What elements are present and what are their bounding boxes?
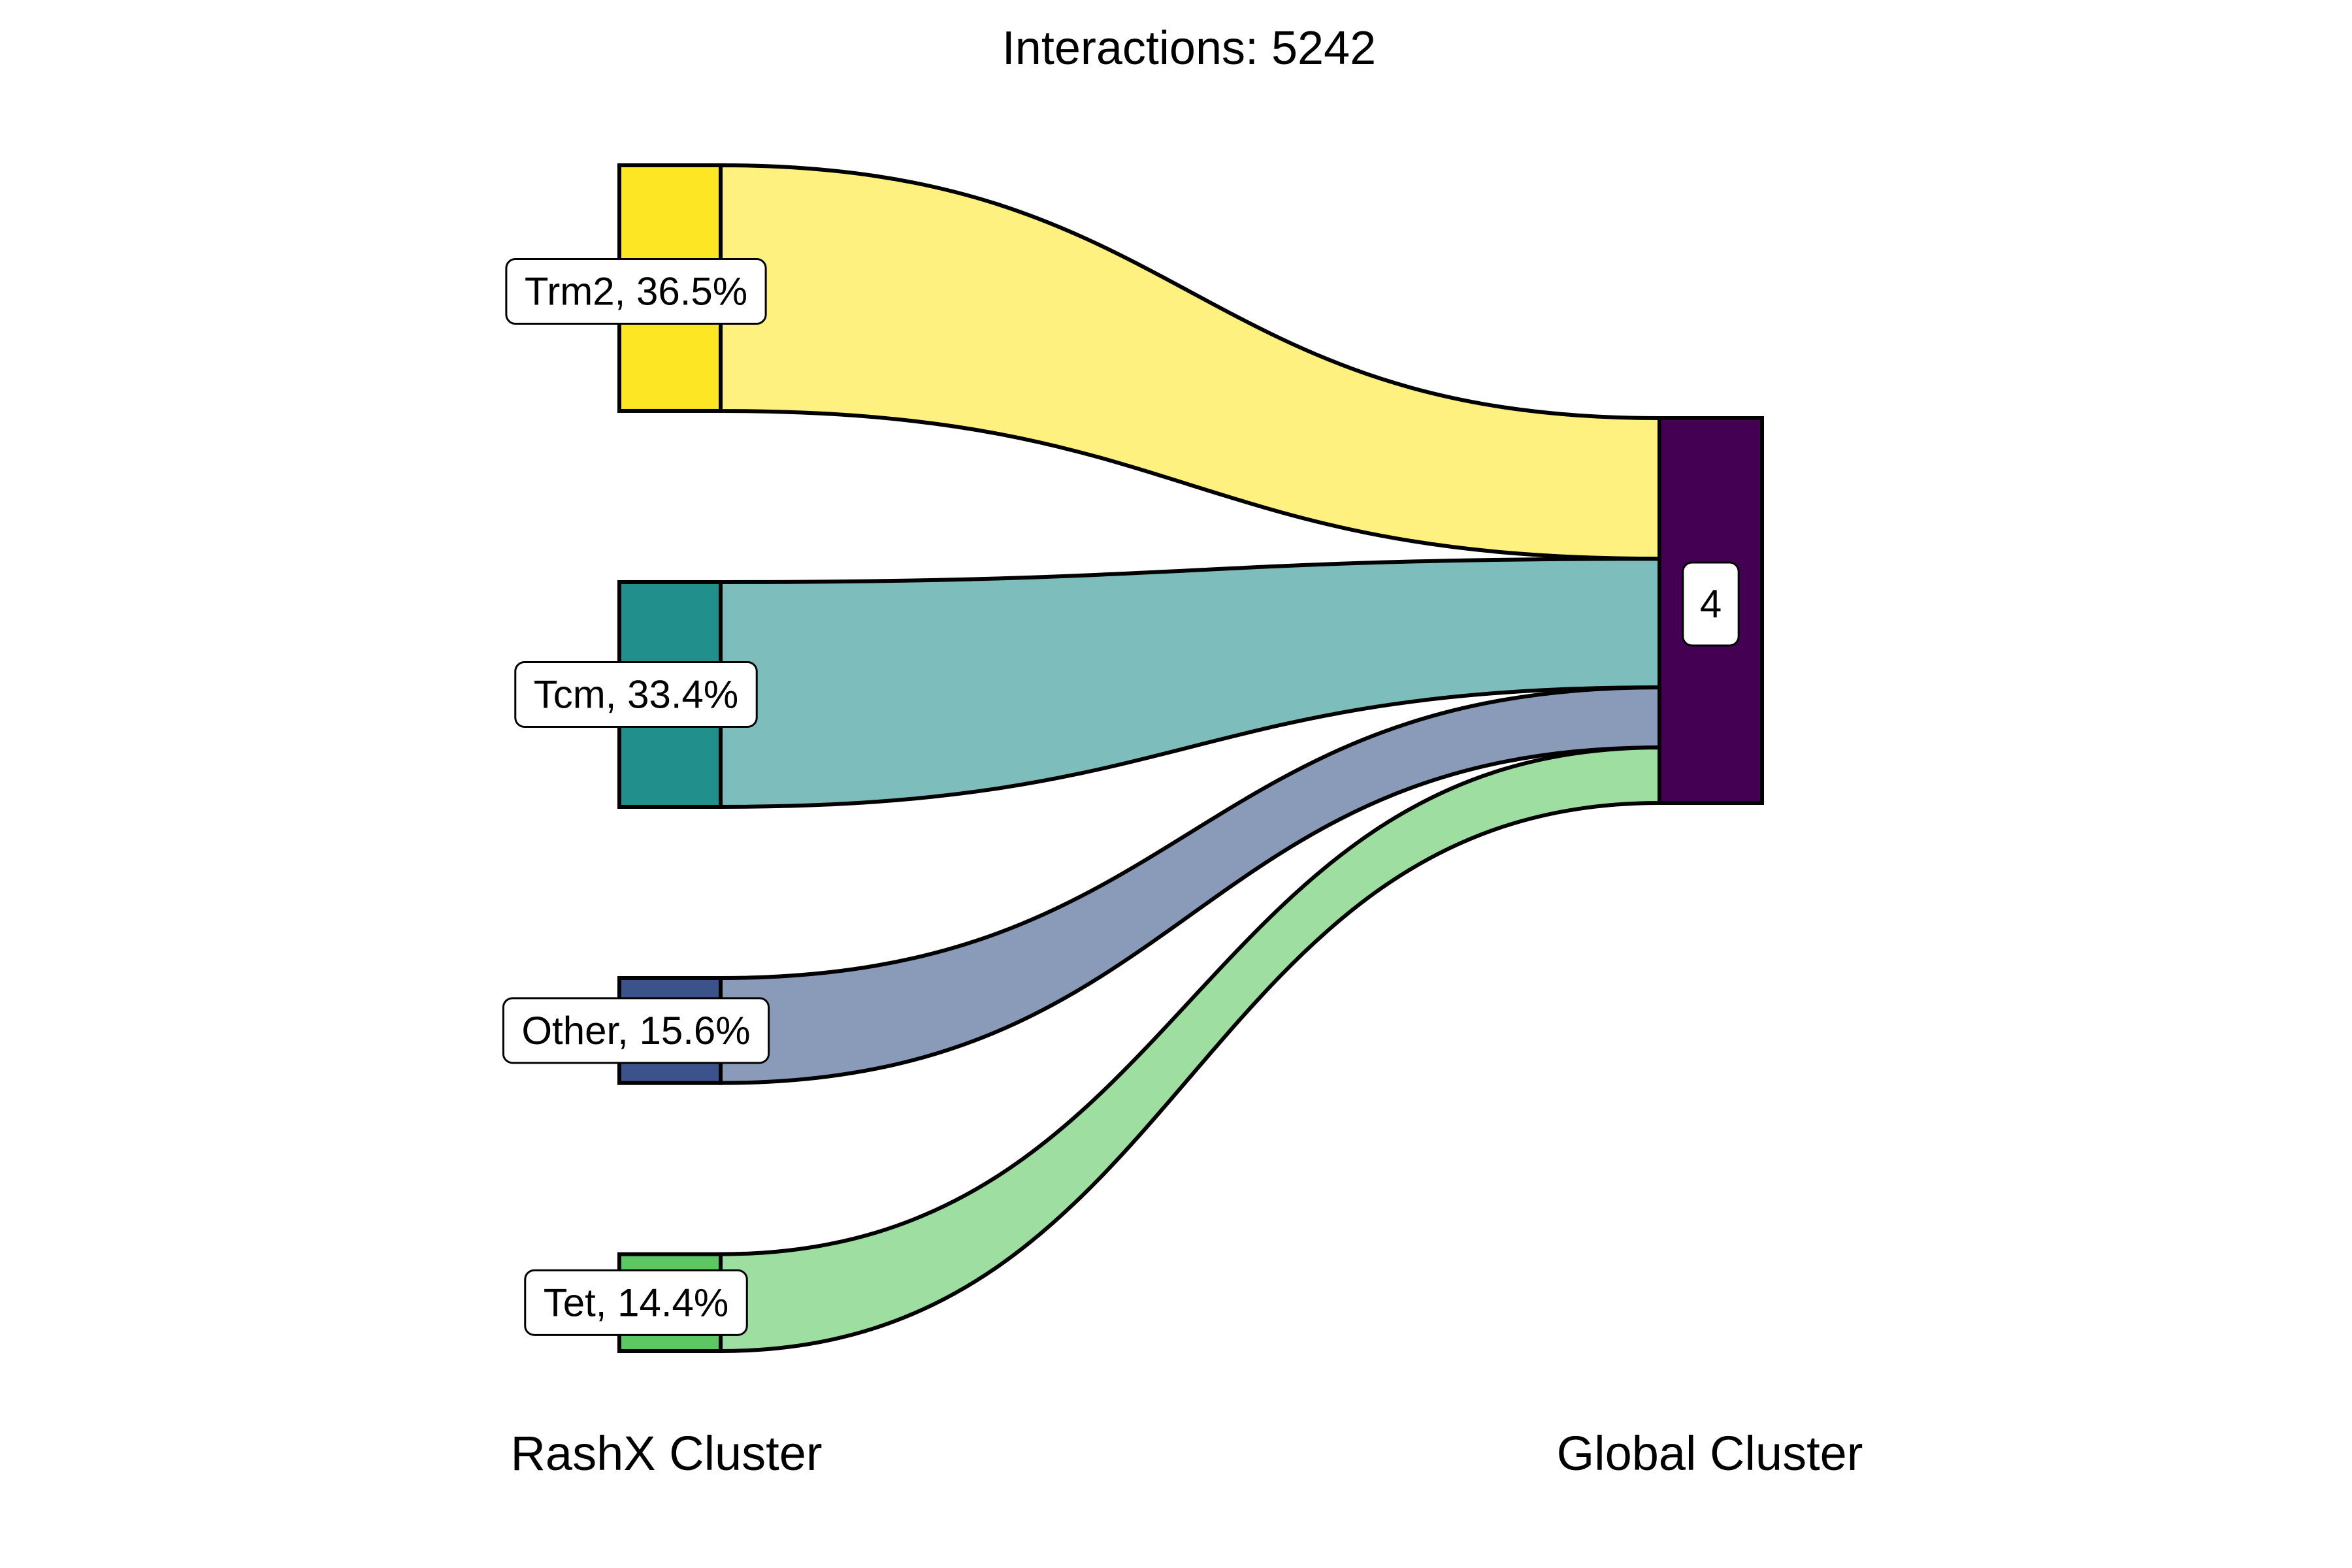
right-axis-label: Global Cluster <box>1557 1426 1863 1480</box>
svg-text:Other, 15.6%: Other, 15.6% <box>521 1009 750 1053</box>
flows-layer <box>719 163 1661 1354</box>
chart-title: Interactions: 5242 <box>1002 22 1376 74</box>
svg-text:4: 4 <box>1700 582 1722 626</box>
source-label-tcm: Tcm, 33.4% <box>514 661 758 728</box>
svg-text:Tcm, 33.4%: Tcm, 33.4% <box>534 672 738 716</box>
left-axis-label: RashX Cluster <box>510 1426 822 1480</box>
flow-trm2 <box>719 163 1661 561</box>
labels-layer: Trm2, 36.5% Tcm, 33.4% Other, 15.6% Tet, 14… <box>502 257 1740 1336</box>
source-label-tet: Tet, 14.4% <box>524 1269 748 1336</box>
source-label-trm2: Trm2, 36.5% <box>505 257 767 325</box>
source-label-other: Other, 15.6% <box>502 997 770 1064</box>
svg-text:Trm2, 36.5%: Trm2, 36.5% <box>525 269 747 313</box>
svg-text:Tet, 14.4%: Tet, 14.4% <box>544 1281 729 1324</box>
target-label-4: 4 <box>1682 561 1740 647</box>
